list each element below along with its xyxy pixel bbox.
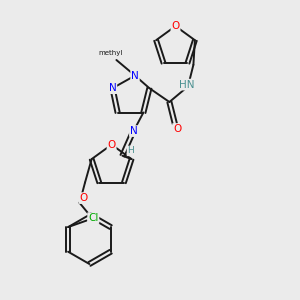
Text: HN: HN <box>179 80 195 90</box>
Text: N: N <box>130 126 138 136</box>
Text: O: O <box>171 21 180 31</box>
Text: O: O <box>173 124 181 134</box>
Text: H: H <box>128 146 134 155</box>
Text: N: N <box>131 70 139 81</box>
Text: N: N <box>109 83 116 93</box>
Text: O: O <box>80 193 88 203</box>
Text: methyl: methyl <box>99 50 123 56</box>
Text: O: O <box>107 140 116 150</box>
Text: Cl: Cl <box>88 213 98 223</box>
